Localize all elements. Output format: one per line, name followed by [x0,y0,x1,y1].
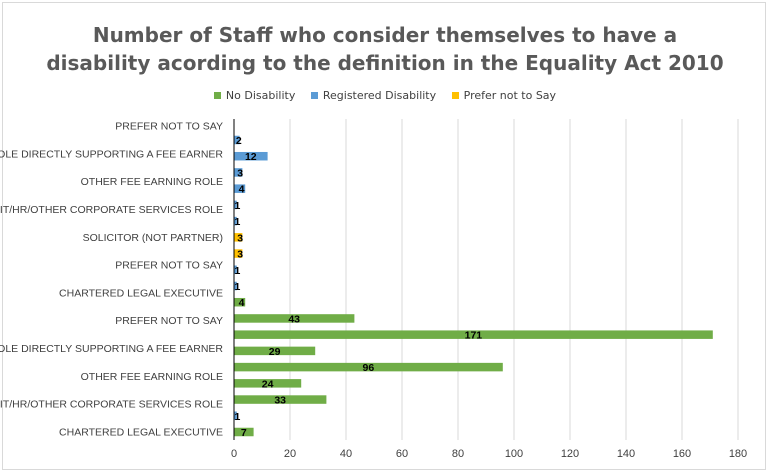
legend-item-no-disability: No Disability [213,89,296,102]
chart-frame: Number of Staff who consider themselves … [2,2,766,470]
x-tick-label: 60 [396,448,408,460]
legend-item-prefer-not-to-say: Prefer not to Say [451,89,557,102]
bar [234,427,254,437]
legend-label-registered-disability: Registered Disability [322,89,437,102]
category-labels: CHARTERED LEGAL EXECUTIVE IT/HR/OTHER COR… [0,121,223,439]
legend-swatch-prefer-not-to-say [451,92,459,99]
category-label: SOLICITOR (NOT PARTNER) [83,232,223,244]
x-tick-label: 0 [231,448,237,460]
data-label: 2 [236,135,242,147]
data-label: 1 [234,216,240,228]
data-label: 1 [234,200,240,212]
data-label: 96 [363,362,375,374]
bar [234,135,240,145]
legend-label-no-disability: No Disability [225,89,296,102]
data-label: 1 [234,265,240,277]
chart-title-line-1: Number of Staff who consider themselves … [92,23,678,47]
bar [234,281,237,291]
x-tick-label: 140 [617,448,635,460]
legend-swatch-registered-disability [310,92,318,99]
x-tick-label: 100 [505,448,523,460]
data-label: 1 [234,281,240,293]
data-label: 29 [269,346,281,358]
bar [234,362,503,372]
category-label: IT/HR/OTHER CORPORATE SERVICES ROLE [0,204,223,216]
x-tick-label: 180 [729,448,747,460]
chart-legend: No Disability Registered Disability Pref… [3,89,767,102]
x-tick-label: 120 [561,448,579,460]
bar [234,249,243,258]
category-label: PREFER NOT TO SAY [115,121,223,133]
legend-label-prefer-not-to-say: Prefer not to Say [463,89,557,102]
category-label: IT/HR/OTHER CORPORATE SERVICES ROLE [0,399,223,411]
chart-title: Number of Staff who consider themselves … [3,21,767,77]
bar [234,200,237,210]
data-label: 3 [237,249,243,261]
value-axis-ticks: 0 20 40 60 80 100 120 140 160 180 [231,448,747,460]
data-label: 24 [262,378,274,390]
category-label: CHARTERED LEGAL EXECUTIVE [59,427,223,439]
category-label: OTHER FEE EARNING ROLE [81,371,223,383]
bar [234,168,243,177]
x-tick-label: 160 [673,448,691,460]
gridlines [289,119,739,440]
bar [234,314,355,323]
data-label: 12 [245,151,257,163]
category-label: PREFER NOT TO SAY [115,315,223,327]
bar [234,395,327,404]
legend-swatch-no-disability [213,92,221,99]
data-label: 3 [237,167,243,179]
category-label: CHARTERED LEGAL EXECUTIVE [59,287,223,299]
data-label: 4 [239,297,245,309]
bar [234,184,246,193]
data-label: 171 [465,330,483,342]
data-label: 1 [234,411,240,423]
bar [234,265,237,275]
x-tick-label: 40 [340,448,352,460]
category-label: ROLE DIRECTLY SUPPORTING A FEE EARNER [0,148,223,160]
category-label: OTHER FEE EARNING ROLE [81,176,223,188]
x-tick-label: 20 [284,448,296,460]
bar [234,330,713,339]
bar [234,379,302,388]
data-label: 4 [239,184,245,196]
data-label: 3 [237,232,243,244]
chart-title-line-2: disability acording to the definition in… [46,51,724,75]
category-label: ROLE DIRECTLY SUPPORTING A FEE EARNER [0,343,223,355]
x-tick-label: 80 [452,448,464,460]
bars [234,135,713,437]
data-label: 7 [241,427,247,439]
category-label: PREFER NOT TO SAY [115,260,223,272]
bar [234,297,246,307]
bar [234,216,237,226]
legend-item-registered-disability: Registered Disability [310,89,437,102]
data-label: 43 [288,313,300,325]
bar [234,151,268,161]
bar [234,233,243,242]
data-label: 33 [274,395,286,407]
bar [234,346,316,356]
bar [234,411,237,421]
